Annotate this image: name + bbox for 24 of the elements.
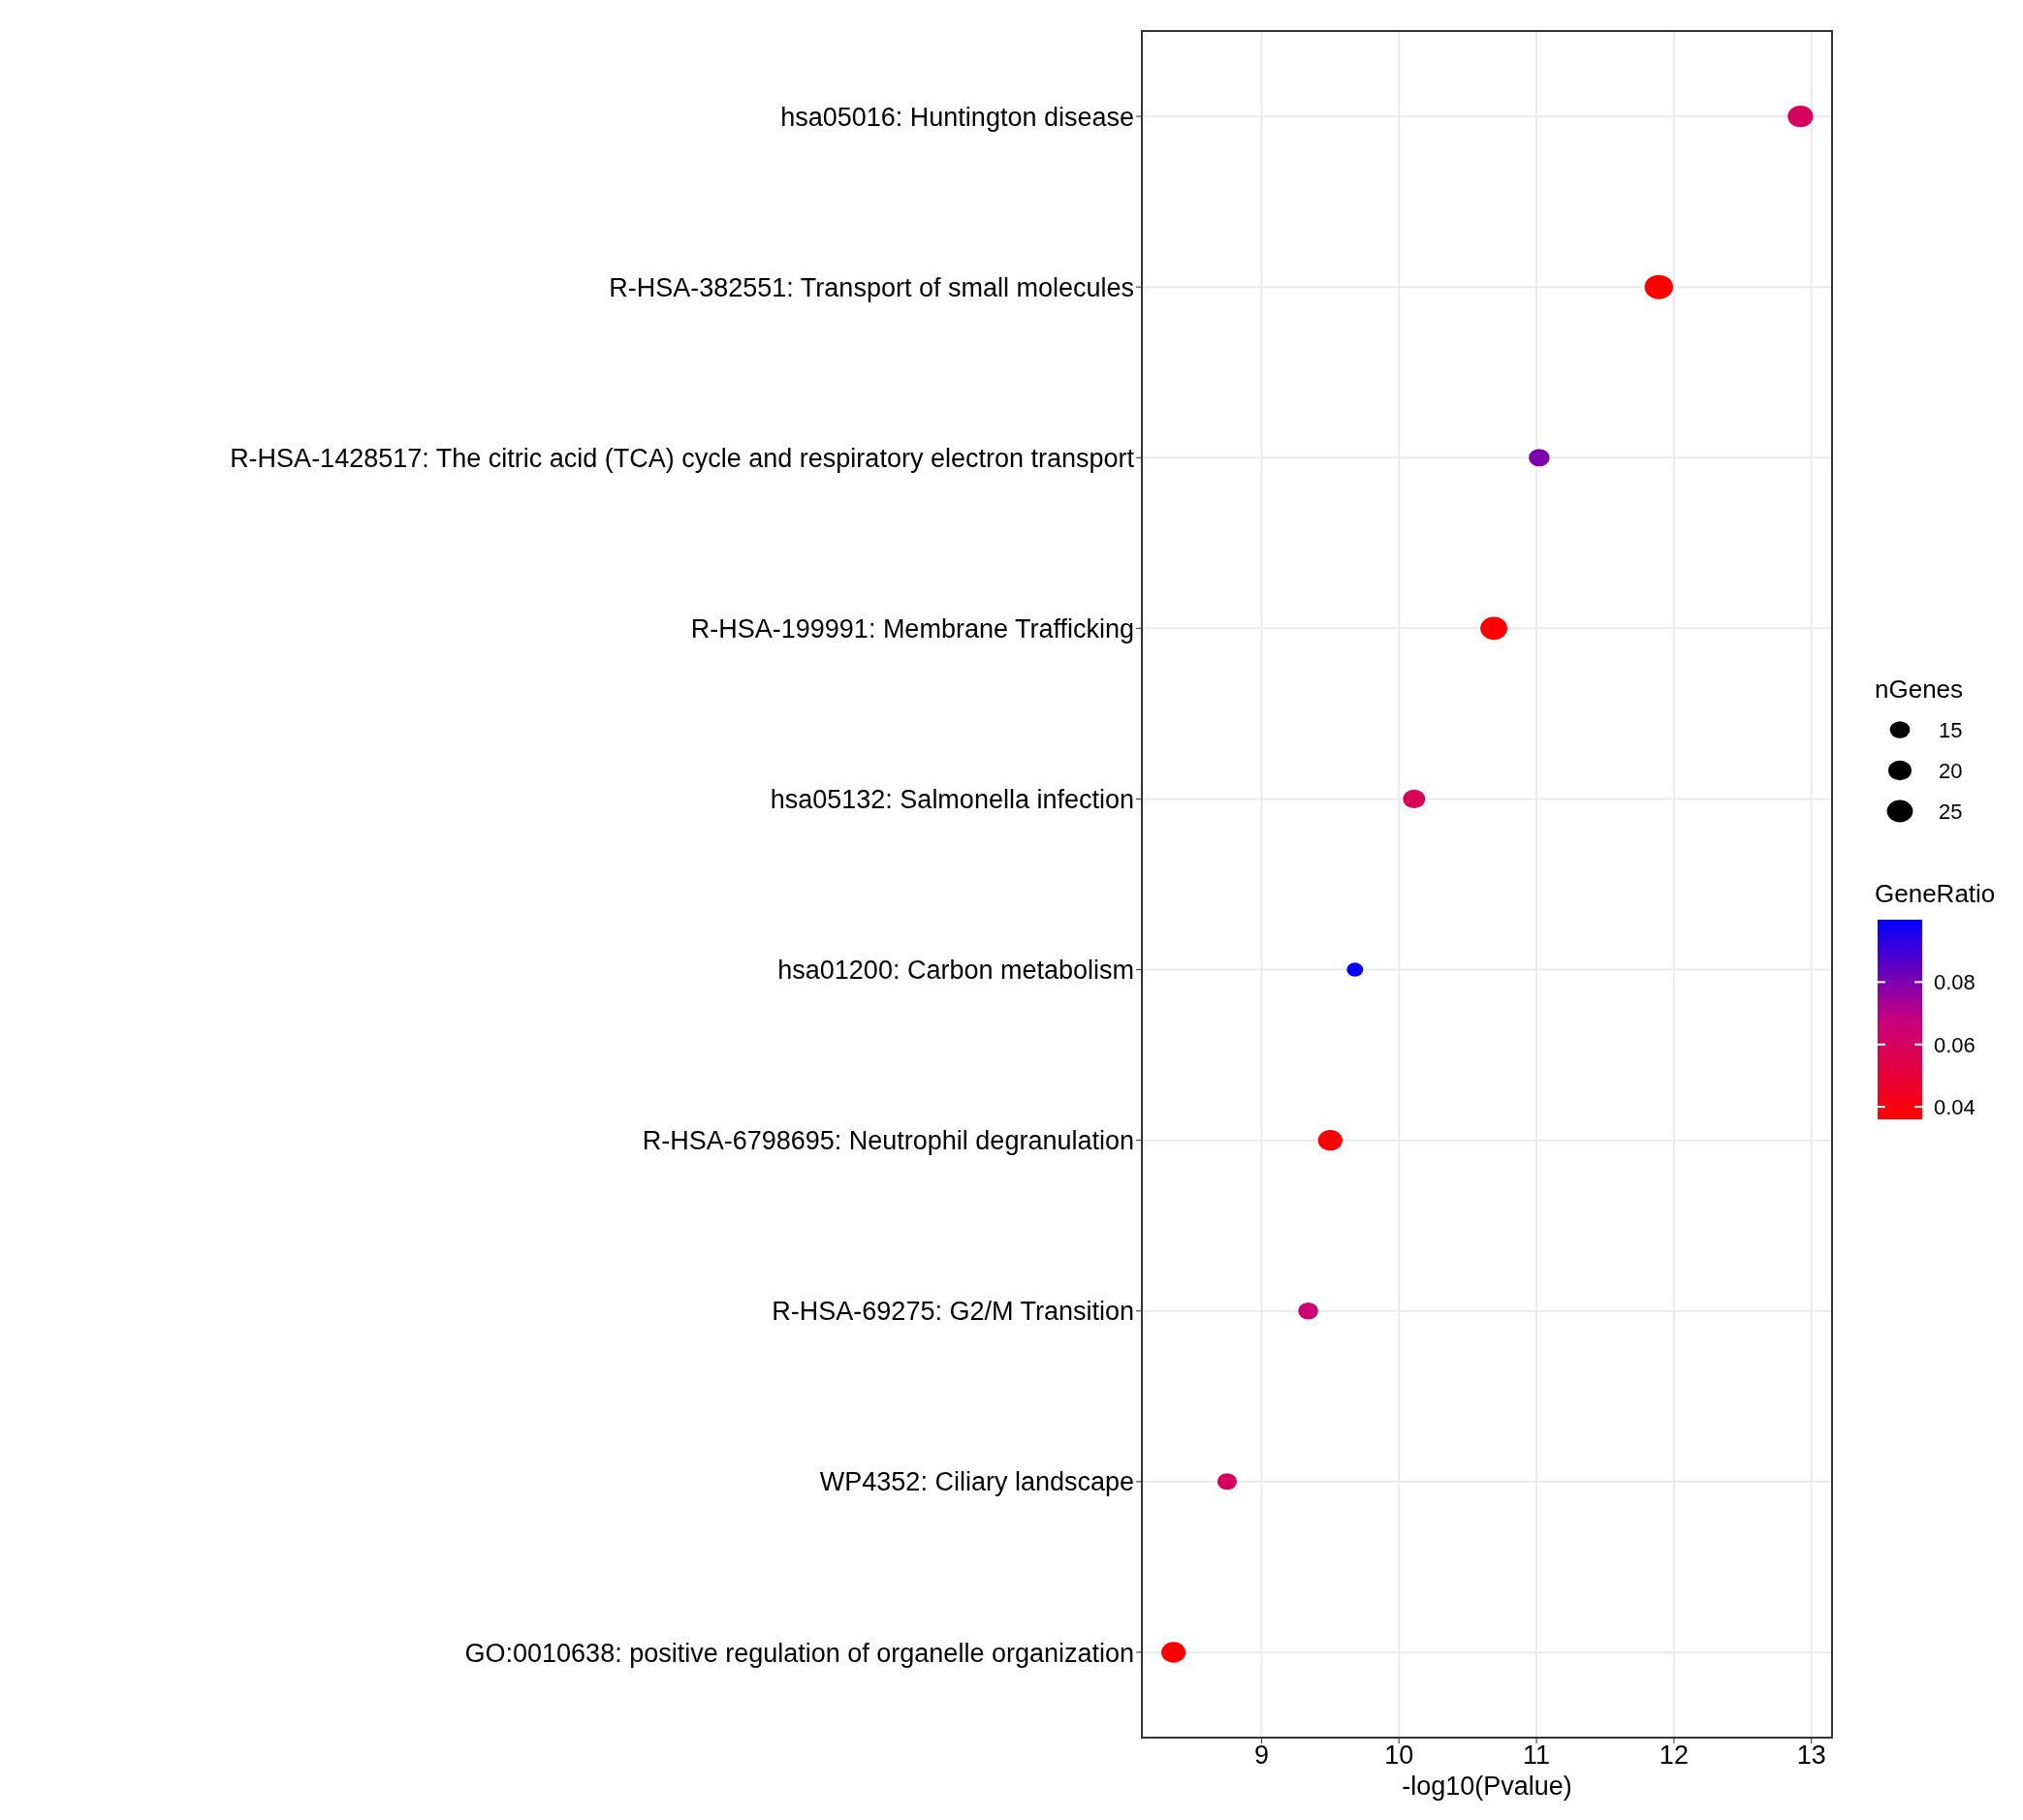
y-tick-label: R-HSA-69275: G2/M Transition: [772, 1297, 1134, 1327]
legend-label: 20: [1939, 759, 1963, 783]
x-tick-label: 9: [1253, 1741, 1269, 1771]
legend-label: 25: [1939, 800, 1963, 824]
legend-label: 15: [1939, 718, 1963, 742]
y-tick-label: hsa05016: Huntington disease: [780, 102, 1134, 132]
x-tick-label: 12: [1659, 1741, 1689, 1771]
x-tick-label: 13: [1796, 1741, 1826, 1771]
y-tick-label: R-HSA-6798695: Neutrophil degranulation: [642, 1126, 1134, 1156]
y-tick-label: GO:0010638: positive regulation of organelle organization: [464, 1638, 1134, 1668]
y-tick-label: hsa01200: Carbon metabolism: [777, 956, 1134, 986]
x-tick-label: 10: [1384, 1741, 1414, 1771]
y-tick-label: WP4352: Ciliary landscape: [819, 1467, 1134, 1497]
y-tick-label: R-HSA-1428517: The citric acid (TCA) cycle and respiratory electron transport: [230, 443, 1135, 473]
x-axis-title: -log10(Pvalue): [1402, 1772, 1572, 1801]
legend-title: nGenes: [1875, 675, 1964, 704]
color-bar-title: GeneRatio: [1875, 879, 1996, 908]
color-bar-label: 0.08: [1934, 970, 1976, 995]
color-bar-label: 0.04: [1934, 1095, 1976, 1120]
y-tick-label: R-HSA-199991: Membrane Trafficking: [690, 613, 1134, 643]
x-tick-label: 11: [1523, 1741, 1551, 1771]
y-tick-label: hsa05132: Salmonella infection: [770, 785, 1134, 815]
color-bar-label: 0.06: [1934, 1032, 1976, 1057]
y-tick-label: R-HSA-382551: Transport of small molecules: [609, 272, 1134, 302]
